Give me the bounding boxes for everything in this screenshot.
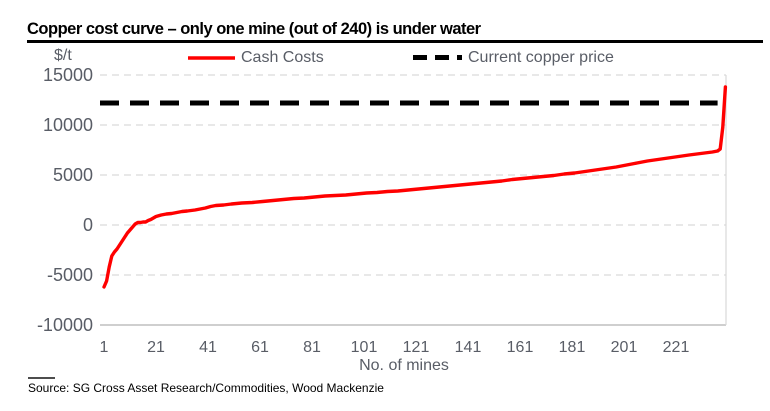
x-axis-title: No. of mines — [359, 357, 449, 374]
x-tick-label-181: 181 — [559, 339, 586, 356]
legend-item-copper-price: Current copper price — [413, 48, 614, 67]
legend-item-cash-costs: Cash Costs — [188, 48, 324, 67]
title-underline — [27, 40, 763, 43]
dashed-line-icon — [413, 55, 462, 60]
x-tick-label-121: 121 — [403, 339, 430, 356]
y-tick-label-0: 0 — [83, 215, 93, 235]
x-tick-label-221: 221 — [663, 339, 690, 356]
x-tick-label-161: 161 — [507, 339, 534, 356]
x-tick-label-1: 1 — [100, 339, 109, 356]
cash-cost-curve — [102, 85, 728, 289]
solid-line-icon — [188, 55, 235, 60]
y-tick-label--10000: -10000 — [37, 315, 93, 335]
source-divider — [28, 377, 55, 379]
x-tick-label-101: 101 — [351, 339, 378, 356]
gridlines — [100, 74, 726, 326]
x-tick-label-81: 81 — [303, 339, 321, 356]
legend-label-cash-costs: Cash Costs — [241, 48, 324, 66]
y-tick-labels: 15000 10000 5000 0 -5000 -10000 — [37, 65, 93, 335]
y-tick-label--5000: -5000 — [47, 265, 93, 285]
x-tick-labels: 1 21 41 61 81 101 121 141 161 181 201 221 — [100, 339, 690, 356]
legend-label-copper-price: Current copper price — [468, 48, 614, 66]
y-tick-label-10000: 10000 — [43, 115, 93, 135]
source-text: Source: SG Cross Asset Research/Commodit… — [28, 381, 384, 395]
x-tick-label-201: 201 — [611, 339, 638, 356]
y-tick-label-5000: 5000 — [53, 165, 93, 185]
x-tick-label-21: 21 — [147, 339, 165, 356]
y-tick-label-15000: 15000 — [43, 65, 93, 85]
x-tick-label-141: 141 — [455, 339, 482, 356]
x-tick-label-41: 41 — [199, 339, 217, 356]
chart-title: Copper cost curve – only one mine (out o… — [27, 20, 481, 38]
y-axis-unit-label: $/t — [54, 47, 72, 64]
x-tick-label-61: 61 — [251, 339, 269, 356]
